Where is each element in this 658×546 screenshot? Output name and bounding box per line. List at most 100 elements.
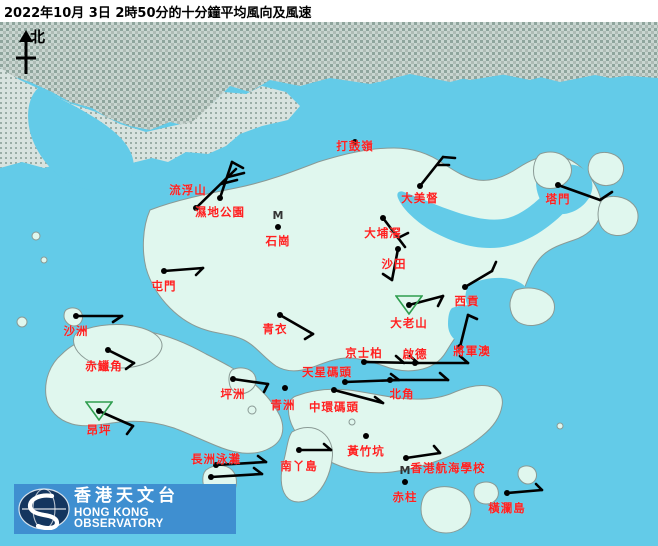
islet-1	[31, 231, 41, 241]
station-label: 南丫島	[280, 459, 318, 473]
wind-barb-flag	[125, 424, 135, 436]
wind-barb-shaft	[404, 451, 442, 460]
wind-barb-flag	[534, 482, 544, 492]
islet-5	[348, 418, 356, 426]
wind-barb-flag	[458, 354, 470, 365]
islet-4	[247, 405, 257, 415]
station-dot	[402, 479, 408, 485]
islet-2	[40, 256, 48, 264]
north-label: 北	[30, 28, 46, 46]
wind-barb-flag	[111, 314, 124, 324]
station-missing-flag: M	[272, 209, 284, 222]
station-dot	[105, 347, 111, 353]
wind-barb-flag	[381, 272, 394, 282]
wind-barb-shaft	[407, 294, 445, 307]
station-dot	[363, 433, 369, 439]
wind-barb-flag	[441, 155, 457, 160]
station-dot	[296, 447, 302, 453]
station-dot	[331, 387, 337, 393]
station-dot	[96, 408, 102, 414]
po-toi-islands	[420, 486, 472, 534]
island-tap-mun	[533, 151, 572, 189]
wind-barb-flag	[322, 442, 333, 452]
wind-barb-flag	[262, 382, 270, 394]
station-label: 黃竹坑	[347, 444, 385, 458]
station-label: 西貢	[454, 294, 480, 308]
station-dot	[161, 268, 167, 274]
hko-swirl-logo-icon	[18, 488, 70, 530]
station-label: 青衣	[262, 322, 288, 336]
station-dot	[217, 195, 223, 201]
wind-barb-shaft	[231, 377, 270, 386]
wind-barb-flag	[394, 354, 406, 365]
station-label: 香港航海學校	[410, 461, 486, 475]
wind-barb-flag	[490, 260, 498, 273]
wind-barb-flag	[256, 454, 268, 464]
station-triangle-marker	[85, 401, 113, 421]
north-arrow-icon	[16, 30, 36, 74]
wind-barb-flag	[252, 466, 264, 476]
station-label: 屯門	[151, 279, 177, 293]
island-sai-kung-1	[509, 287, 555, 326]
station-label: 沙洲	[63, 324, 89, 338]
station-dot	[555, 182, 561, 188]
station-label: 天星碼頭	[302, 365, 352, 379]
logo-text-en: HONG KONG OBSERVATORY	[74, 506, 164, 530]
station-label: 石崗	[265, 234, 291, 248]
station-triangle-marker	[395, 295, 423, 315]
lamma-island	[280, 427, 333, 503]
station-dot	[342, 379, 348, 385]
mainland-east-strip	[300, 22, 658, 86]
station-dot	[208, 474, 214, 480]
wind-barb-shaft	[106, 348, 136, 365]
station-dot	[352, 139, 358, 145]
wind-barb-shaft	[214, 460, 268, 467]
station-label: 打鼓嶺	[336, 139, 374, 153]
station-dot	[277, 312, 283, 318]
wind-barb-flag	[373, 395, 385, 405]
wind-barb-flag	[432, 444, 442, 455]
wind-barb-flag	[230, 160, 245, 170]
station-label: 濕地公園	[195, 205, 245, 219]
wind-barb-shaft	[209, 472, 264, 479]
station-label: 青洲	[270, 398, 296, 412]
logo-text-zh: 香港天文台	[74, 485, 179, 506]
wind-barb-flag	[598, 190, 614, 202]
station-dot	[282, 385, 288, 391]
station-dot	[403, 455, 409, 461]
station-dot	[406, 302, 412, 308]
station-label: 赤柱	[392, 490, 418, 504]
wind-barb-shaft	[463, 269, 494, 289]
islet-6	[556, 422, 564, 430]
wind-barb-flag	[124, 361, 136, 371]
station-label: 啟德	[402, 347, 428, 361]
wind-barb-shaft	[418, 155, 445, 188]
wind-barb-shaft	[218, 160, 234, 200]
station-label: 昂坪	[86, 423, 112, 437]
islet-3	[16, 316, 28, 328]
station-label: 北角	[389, 387, 415, 401]
station-dot	[457, 344, 463, 350]
station-dot	[193, 205, 199, 211]
wind-barb-shaft	[278, 313, 315, 336]
station-dot	[462, 284, 468, 290]
station-label: 橫瀾島	[488, 501, 526, 515]
wind-barb-layer	[74, 155, 614, 495]
hko-logo: 香港天文台 HONG KONG OBSERVATORY	[14, 484, 236, 534]
station-dot	[417, 183, 423, 189]
station-dot	[412, 360, 418, 366]
wind-barb-flag	[194, 266, 205, 277]
station-dot	[230, 376, 236, 382]
island-east-ne	[597, 195, 639, 236]
station-missing-flag: M	[399, 464, 411, 477]
station-label: 坪洲	[220, 387, 246, 401]
waglan-island	[473, 481, 499, 505]
station-dot	[361, 359, 367, 365]
page-title: 2022年10月 3日 2時50分的十分鐘平均風向及風速	[4, 6, 312, 21]
station-dot	[275, 224, 281, 230]
station-label: 大埔滘	[364, 226, 402, 240]
wind-barb-shaft	[458, 313, 470, 349]
station-dot	[73, 313, 79, 319]
station-label: 流浮山	[169, 183, 207, 197]
wind-barb-flag	[466, 313, 479, 321]
